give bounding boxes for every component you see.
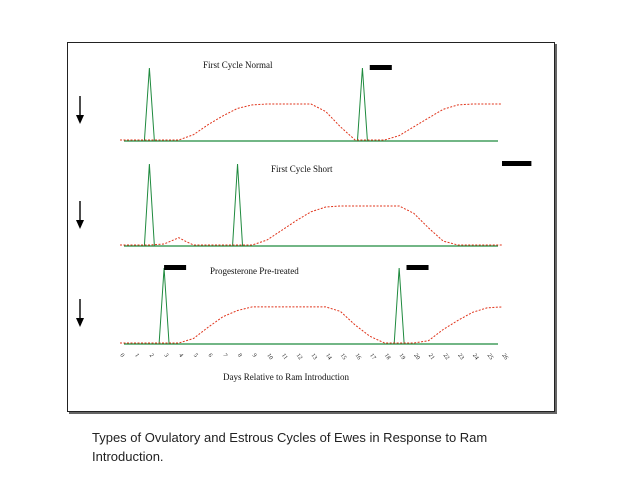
x-tick-label: 11 — [280, 353, 288, 361]
progesterone-curve — [120, 205, 502, 246]
figure-frame: First Cycle Normal First Cycle Short Proge… — [67, 42, 555, 412]
x-tick-label: 10 — [265, 353, 273, 361]
x-tick-label: 26 — [500, 353, 508, 361]
down-arrow-icon-head — [76, 318, 84, 327]
panel-title: First Cycle Short — [271, 164, 333, 174]
x-tick-label: 7 — [221, 353, 228, 359]
x-tick-label: 21 — [427, 353, 435, 361]
x-tick-label: 6 — [207, 353, 214, 359]
down-arrow-icon-head — [76, 115, 84, 124]
x-tick-label: 13 — [309, 353, 317, 361]
ovulation-peak — [356, 67, 368, 142]
x-tick-label: 16 — [353, 353, 361, 361]
ovulation-peak — [158, 267, 170, 345]
estrus-bar-marker — [406, 265, 429, 270]
ovulation-peak — [143, 67, 155, 142]
x-tick-label: 15 — [339, 353, 347, 361]
progesterone-curve — [120, 103, 502, 141]
x-tick-label: 8 — [236, 353, 243, 359]
x-tick-label: 1 — [133, 353, 140, 359]
panel-title: Progesterone Pre-treated — [210, 266, 299, 276]
estrus-bar-marker — [502, 161, 532, 166]
x-tick-label: 4 — [177, 353, 184, 359]
x-tick-label: 17 — [368, 353, 376, 361]
estrus-bar-marker — [369, 65, 392, 70]
chart: First Cycle Normal First Cycle Short Proge… — [76, 60, 532, 382]
x-tick-label: 14 — [324, 353, 332, 361]
ovulation-peak — [143, 163, 155, 247]
x-tick-label: 3 — [162, 353, 169, 359]
panel-title: First Cycle Normal — [203, 60, 273, 70]
estrus-bar-marker — [164, 265, 187, 270]
x-tick-label: 24 — [471, 353, 479, 361]
x-tick-label: 22 — [442, 353, 450, 361]
x-tick-label: 12 — [295, 353, 303, 361]
x-tick-label: 9 — [251, 353, 258, 359]
x-axis-label: Days Relative to Ram Introduction — [223, 372, 349, 382]
ovulation-peak — [393, 267, 405, 345]
progesterone-curve — [120, 306, 503, 344]
ovulation-peak — [232, 163, 244, 247]
x-tick-label: 2 — [148, 353, 155, 359]
x-tick-label: 23 — [456, 353, 464, 361]
x-tick-label: 19 — [398, 353, 406, 361]
figure-caption: Types of Ovulatory and Estrous Cycles of… — [92, 430, 488, 464]
x-tick-label: 20 — [412, 353, 420, 361]
x-tick-label: 5 — [192, 353, 199, 359]
x-tick-label: 0 — [118, 353, 125, 359]
down-arrow-icon-head — [76, 220, 84, 229]
x-tick-label: 18 — [383, 353, 391, 361]
x-tick-label: 25 — [486, 353, 494, 361]
